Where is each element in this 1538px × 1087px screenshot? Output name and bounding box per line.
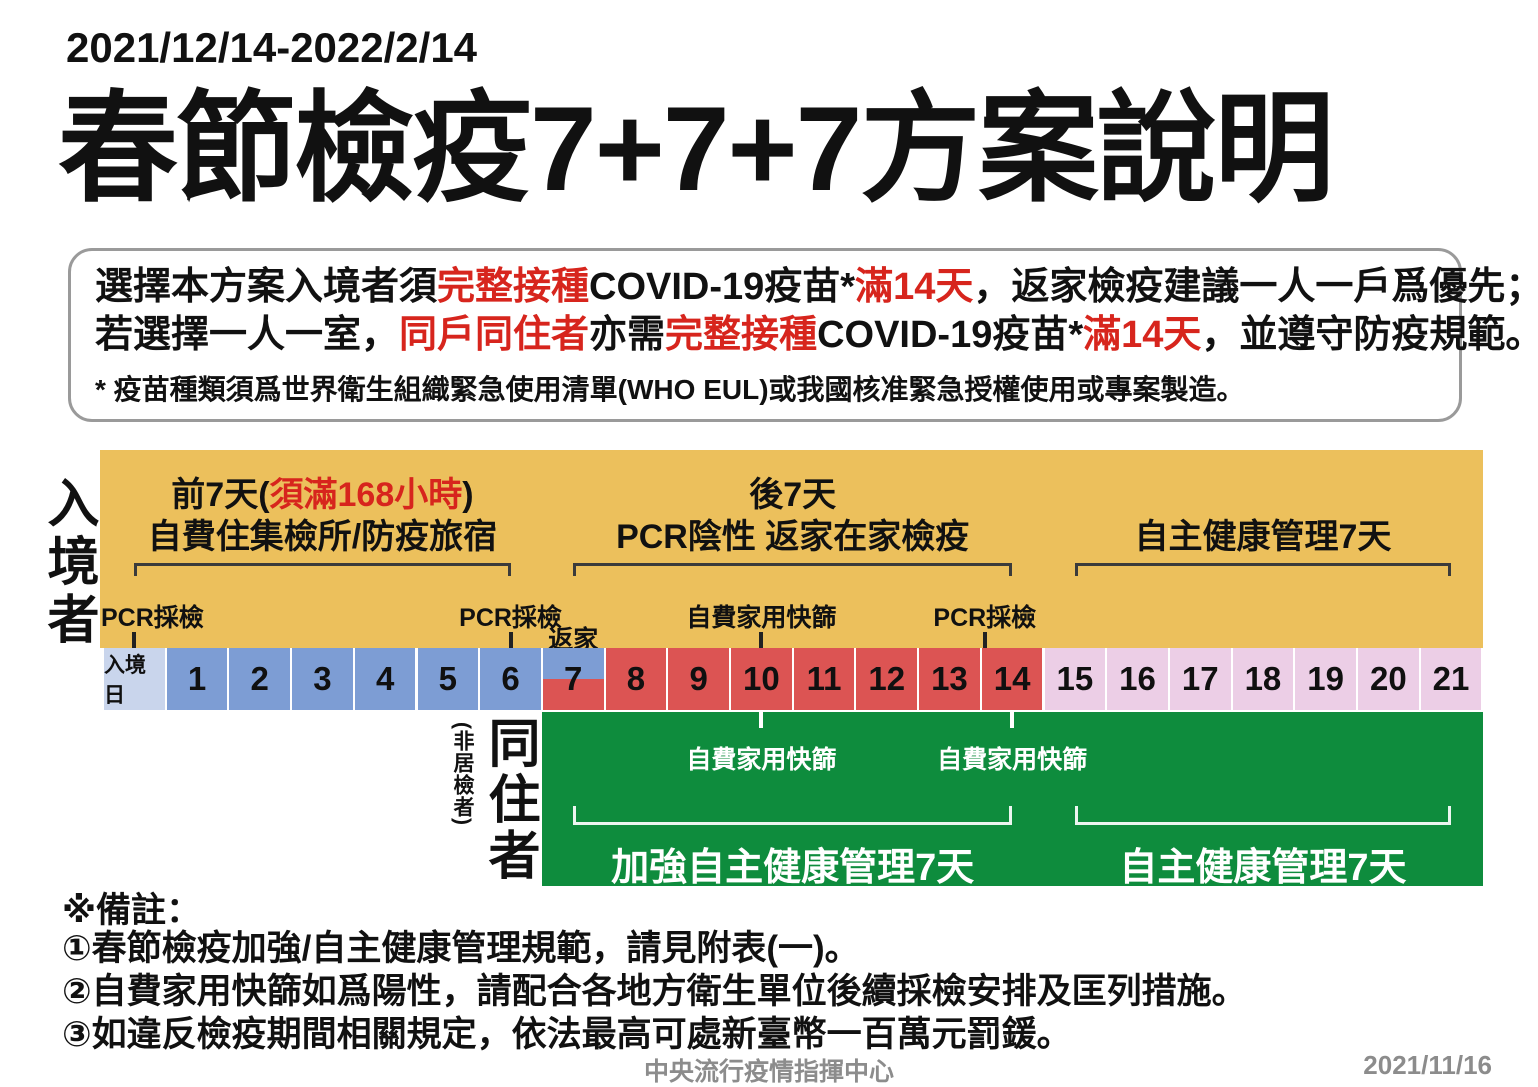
notice-footnote: * 疫苗種類須爲世界衛生組織緊急使用清單(WHO EUL)或我國核准緊急授權使用… [95, 374, 1245, 405]
cohabitant-rapid-test-tick [759, 712, 764, 728]
cohabitant-period-label: 自主健康管理7天 [1119, 847, 1407, 889]
text-segment: 選擇本方案入境者須 [95, 266, 438, 308]
day-cell-19: 19 [1295, 648, 1356, 710]
day-cell-16: 16 [1107, 648, 1168, 710]
notice-line-1: 選擇本方案入境者須完整接種COVID-19疫苗*滿14天，返家檢疫建議一人一戶爲… [95, 263, 1538, 311]
day-cell-11: 11 [793, 648, 855, 710]
day-cell-14: 14 [981, 648, 1043, 710]
date-range: 2021/12/14-2022/2/14 [66, 24, 478, 71]
text-segment: 若選擇一人一室， [95, 314, 400, 356]
day-cell-12: 12 [856, 648, 918, 710]
text-segment: ) [462, 476, 474, 514]
day-cell-3: 3 [292, 648, 353, 710]
cohabitant-label: 同住者 [480, 716, 538, 884]
day-cell-9: 9 [668, 648, 729, 710]
cohabitant-timeline-band [542, 712, 1483, 886]
day-cell-6: 6 [480, 648, 541, 710]
phase-bracket [134, 563, 511, 576]
note-item-3: ③如違反檢疫期間相關規定，依法最高可處新臺幣一百萬元罰鍰。 [62, 1015, 1072, 1054]
text-segment: 滿14天 [855, 266, 974, 308]
pcr-test-label: PCR採檢 [101, 604, 204, 632]
day-cell-20: 20 [1358, 648, 1419, 710]
phase-label-line1: 前7天(須滿168小時) [12, 474, 632, 516]
day-cell-7: 7 [542, 648, 604, 710]
cohabitant-rapid-test-label: 自費家用快篩 [937, 746, 1088, 774]
pcr-test-tick [132, 632, 137, 648]
phase-label: 自主健康管理7天 [953, 474, 1538, 558]
cohabitant-note: (非居檢者) [451, 722, 474, 826]
phase-label-line2: PCR陰性 返家在家檢疫 [616, 518, 970, 556]
page-title: 春節檢疫7+7+7方案說明 [58, 82, 1334, 216]
day-cell-21: 21 [1420, 648, 1482, 710]
note-item-2: ②自費家用快篩如爲陽性，請配合各地方衛生單位後續採檢安排及匡列措施。 [62, 972, 1247, 1011]
pcr-test-label: PCR採檢 [933, 604, 1037, 632]
note-item-1: ①春節檢疫加強/自主健康管理規範，請見附表(一)。 [62, 929, 860, 968]
footer-organization: 中央流行疫情指揮中心 [643, 1058, 894, 1086]
day-cell-2: 2 [229, 648, 291, 710]
rapid-test-label: 自費家用快篩 [686, 604, 837, 632]
phase-label: 後7天 PCR陰性 返家在家檢疫 [483, 474, 1103, 558]
cohabitant-rapid-test-tick [1010, 712, 1015, 728]
phase-label-line2: 自主健康管理7天 [1134, 518, 1392, 556]
day-cell-8: 8 [605, 648, 667, 710]
text-segment: 須滿168小時 [269, 476, 463, 514]
cohabitant-period-bracket [573, 806, 1013, 825]
cohabitant-period-bracket [1074, 806, 1452, 825]
day-cell-18: 18 [1232, 648, 1294, 710]
cohabitant-rapid-test-label: 自費家用快篩 [686, 746, 837, 774]
notice-box: 選擇本方案入境者須完整接種COVID-19疫苗*滿14天，返家檢疫建議一人一戶爲… [68, 248, 1538, 422]
entrant-label: 入境者 [39, 476, 97, 650]
text-segment: 後7天 [749, 476, 837, 514]
text-segment: 滿14天 [1083, 314, 1202, 356]
rapid-test-tick [759, 632, 764, 648]
phase-bracket [1074, 563, 1452, 576]
day-cell-10: 10 [731, 648, 792, 710]
entrant-timeline-band [100, 450, 1483, 648]
phase-bracket [573, 563, 1013, 576]
phase-label-line2: 自費住集檢所/防疫旅宿 [147, 518, 498, 556]
phase-label-line1: 後7天 [483, 474, 1103, 516]
day-cell-15: 15 [1044, 648, 1106, 710]
text-segment: COVID-19疫苗* [589, 266, 856, 308]
cohabitant-period-label: 加強自主健康管理7天 [611, 847, 975, 889]
pcr-test-tick [508, 632, 513, 648]
pcr-test-tick [982, 632, 987, 648]
text-segment: 同戶同住者 [399, 314, 590, 356]
text-segment: ，並遵守防疫規範。 [1201, 314, 1538, 356]
notes-heading: ※備註： [62, 891, 202, 930]
day-cell-5: 5 [417, 648, 479, 710]
phase-label-line1 [953, 474, 1538, 516]
text-segment: COVID-19疫苗* [817, 314, 1084, 356]
phase-label: 前7天(須滿168小時) 自費住集檢所/防疫旅宿 [12, 474, 632, 558]
day-cell-13: 13 [919, 648, 980, 710]
text-segment: ，返家檢疫建議一人一戶爲優先； [973, 266, 1538, 308]
notice-line-2: 若選擇一人一室，同戶同住者亦需完整接種COVID-19疫苗*滿14天，並遵守防疫… [95, 311, 1538, 359]
text-segment: 前7天( [171, 476, 270, 514]
day-cell-1: 1 [166, 648, 228, 710]
day-cell-17: 17 [1169, 648, 1231, 710]
day-cell-4: 4 [354, 648, 416, 710]
text-segment: 亦需 [589, 314, 666, 356]
day-cell-入境日: 入境日 [104, 648, 165, 710]
pcr-test-label: PCR採檢 [459, 604, 562, 632]
footer-date: 2021/11/16 [1363, 1050, 1492, 1080]
text-segment: 完整接種 [665, 314, 818, 356]
text-segment: 完整接種 [437, 266, 590, 308]
